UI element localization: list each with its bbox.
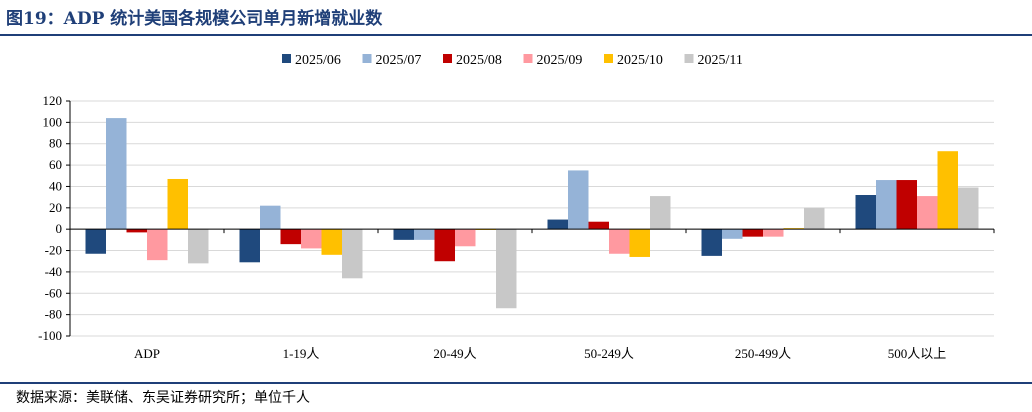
y-tick-label: -80: [45, 307, 62, 322]
bar-2025-10-0: [167, 178, 188, 230]
y-tick-label: 40: [49, 178, 62, 193]
x-tick-label: 20-49人: [433, 346, 476, 361]
bar-2025-10-1: [321, 229, 342, 255]
bar-2025-06-0: [85, 229, 106, 254]
title-rule: [0, 34, 1032, 36]
legend-swatch: [523, 54, 533, 63]
bar-2025-08-3: [588, 221, 609, 230]
bar-2025-10-5: [937, 151, 958, 230]
bar-2025-06-3: [547, 219, 568, 230]
y-tick-label: -20: [45, 243, 62, 258]
x-tick-label: 250-499人: [735, 346, 791, 361]
legend-swatch: [443, 54, 452, 63]
bar-2025-09-1: [301, 229, 322, 249]
legend-swatch: [362, 54, 372, 63]
grid-lines: [70, 100, 994, 337]
y-tick-label: 80: [49, 136, 62, 151]
y-tick-label: 120: [43, 93, 63, 108]
legend-label: 2025/10: [617, 53, 663, 68]
y-tick-label: -60: [45, 285, 62, 300]
bar-2025-09-5: [917, 196, 938, 230]
y-tick-label: 60: [49, 157, 62, 172]
source-rule: [0, 382, 1032, 384]
bar-2025-08-5: [896, 180, 917, 230]
bar-2025-09-3: [609, 229, 630, 254]
bar-2025-08-0: [126, 229, 147, 233]
bar-2025-07-5: [876, 180, 897, 230]
bar-2025-11-0: [188, 229, 209, 264]
bar-2025-07-2: [414, 229, 435, 240]
bar-2025-11-3: [650, 196, 671, 230]
legend-label: 2025/06: [295, 53, 341, 68]
bar-2025-08-1: [280, 229, 301, 245]
legend-label: 2025/08: [456, 53, 502, 68]
bar-2025-06-2: [393, 229, 414, 240]
bar-2025-06-1: [239, 229, 260, 263]
axes: -100 -80 -60 -40 -20 0 20 40 60 80 100 120 ADP 1-19人 2…: [38, 93, 995, 361]
legend-swatch: [604, 54, 613, 63]
bar-2025-11-5: [958, 187, 979, 230]
y-tick-label: -40: [45, 264, 62, 279]
y-tick-label: 0: [56, 221, 63, 236]
bars: [85, 118, 979, 309]
legend-swatch: [282, 54, 291, 63]
bar-2025-09-2: [455, 229, 476, 247]
y-tick-label: -100: [38, 328, 62, 343]
legend-label: 2025/09: [537, 53, 583, 68]
x-tick-label: 1-19人: [283, 346, 320, 361]
x-tick-label: ADP: [134, 346, 160, 361]
bar-2025-07-4: [722, 229, 743, 239]
x-tick-label: 500人以上: [888, 346, 947, 361]
bar-2025-07-1: [260, 205, 281, 230]
bar-2025-08-4: [742, 229, 763, 237]
bar-2025-07-0: [106, 118, 127, 230]
bar-2025-11-4: [804, 207, 825, 230]
bar-2025-06-5: [855, 195, 876, 230]
legend: 2025/06 2025/07 2025/08 2025/09 2025/10 2025/…: [282, 53, 743, 68]
x-tick-label: 50-249人: [584, 346, 634, 361]
bar-2025-08-2: [434, 229, 455, 262]
legend-label: 2025/11: [698, 53, 743, 68]
bar-2025-11-2: [496, 229, 517, 309]
bar-2025-06-4: [701, 229, 722, 256]
figure-title: 图19：ADP 统计美国各规模公司单月新增就业数: [6, 9, 383, 29]
y-tick-label: 20: [49, 200, 62, 215]
bar-2025-09-0: [147, 229, 168, 261]
source-note: 数据来源：美联储、东吴证券研究所；单位千人: [16, 390, 310, 406]
bar-2025-10-3: [629, 229, 650, 257]
legend-label: 2025/07: [376, 53, 422, 68]
legend-swatch: [684, 54, 694, 63]
bar-2025-09-4: [763, 229, 784, 237]
bar-2025-10-4: [783, 228, 804, 230]
bar-2025-07-3: [568, 170, 589, 230]
bar-chart: -100 -80 -60 -40 -20 0 20 40 60 80 100 120 ADP 1-19人 2…: [38, 53, 995, 361]
y-tick-label: 100: [43, 114, 63, 129]
bar-2025-11-1: [342, 229, 363, 279]
